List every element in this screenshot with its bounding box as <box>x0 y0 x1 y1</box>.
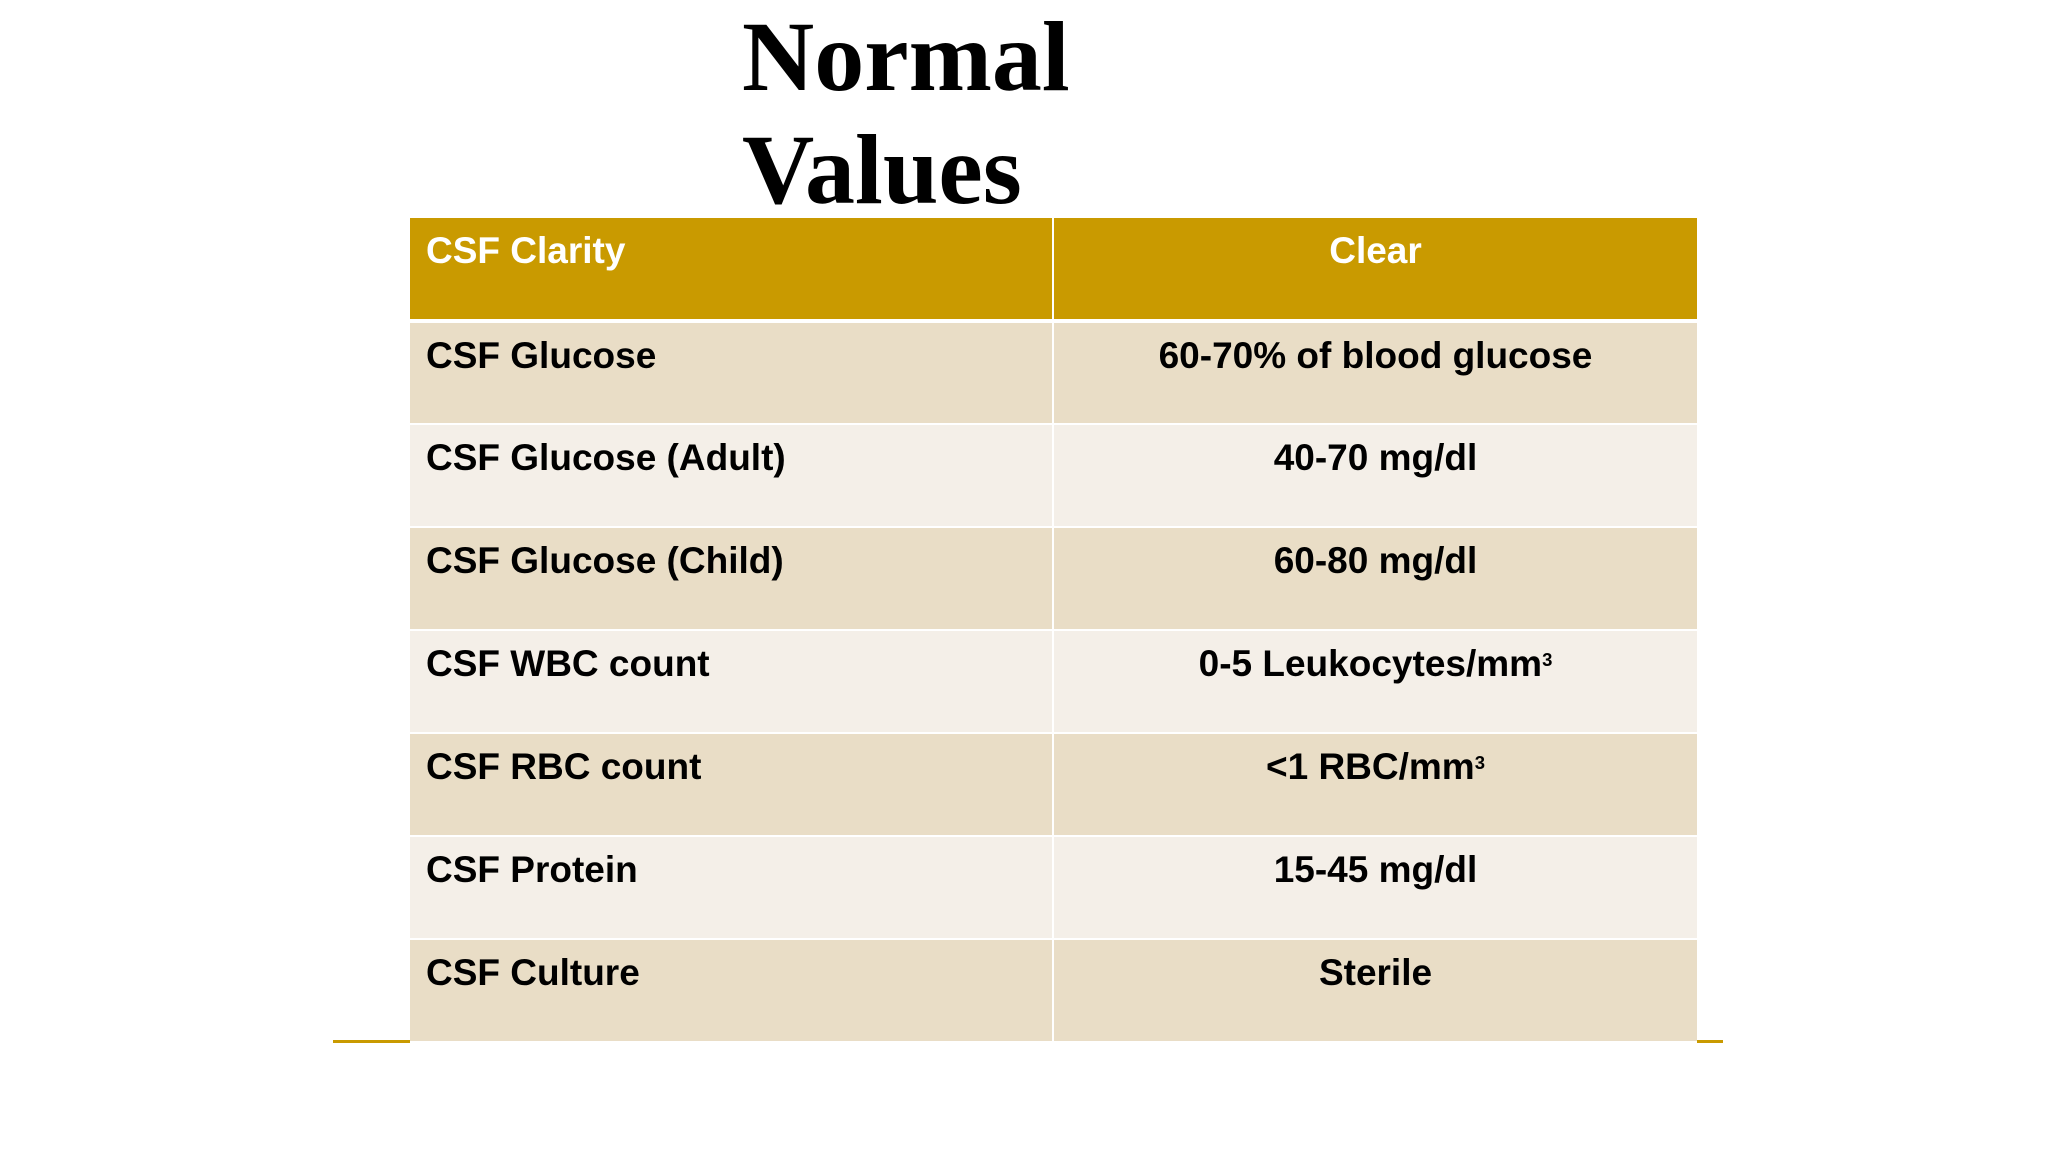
row-label-cell: CSF WBC count <box>410 630 1054 734</box>
row-label-cell: CSF Glucose <box>410 321 1054 425</box>
row-label-cell: CSF RBC count <box>410 733 1054 837</box>
row-value-text: 0-5 Leukocytes/mm <box>1198 643 1543 684</box>
row-value-cell: 60-70% of blood glucose <box>1053 321 1697 425</box>
table-header-row: CSF Clarity Clear <box>410 218 1697 323</box>
title-line-2: Values <box>742 114 1022 225</box>
accent-rule-right <box>1697 1040 1723 1043</box>
slide-title: Normal Values <box>742 0 1302 226</box>
table-row: CSF RBC count <1 RBC/mm3 <box>410 733 1697 837</box>
header-label-cell: CSF Clarity <box>410 218 1054 323</box>
table-row: CSF WBC count 0-5 Leukocytes/mm3 <box>410 630 1697 734</box>
row-value-cell: Sterile <box>1053 939 1697 1043</box>
row-value-cell: 60-80 mg/dl <box>1053 527 1697 631</box>
table-row: CSF Glucose (Adult) 40-70 mg/dl <box>410 424 1697 528</box>
row-label-cell: CSF Glucose (Adult) <box>410 424 1054 528</box>
row-label-cell: CSF Culture <box>410 939 1054 1043</box>
superscript-exponent: 3 <box>1474 751 1485 773</box>
row-label-cell: CSF Protein <box>410 836 1054 940</box>
csf-values-table: CSF Clarity Clear CSF Glucose 60-70% of … <box>410 218 1697 1043</box>
row-value-cell: 15-45 mg/dl <box>1053 836 1697 940</box>
accent-rule-left <box>333 1040 410 1043</box>
table-row: CSF Culture Sterile <box>410 939 1697 1043</box>
title-line-1: Normal <box>742 1 1070 112</box>
superscript-exponent: 3 <box>1542 648 1553 670</box>
row-value-cell: 0-5 Leukocytes/mm3 <box>1053 630 1697 734</box>
row-value-cell: 40-70 mg/dl <box>1053 424 1697 528</box>
table-row: CSF Glucose (Child) 60-80 mg/dl <box>410 527 1697 631</box>
row-label-cell: CSF Glucose (Child) <box>410 527 1054 631</box>
row-value-cell: <1 RBC/mm3 <box>1053 733 1697 837</box>
table-row: CSF Glucose 60-70% of blood glucose <box>410 321 1697 425</box>
header-value-cell: Clear <box>1053 218 1697 323</box>
row-value-text: <1 RBC/mm <box>1266 746 1475 787</box>
table-row: CSF Protein 15-45 mg/dl <box>410 836 1697 940</box>
